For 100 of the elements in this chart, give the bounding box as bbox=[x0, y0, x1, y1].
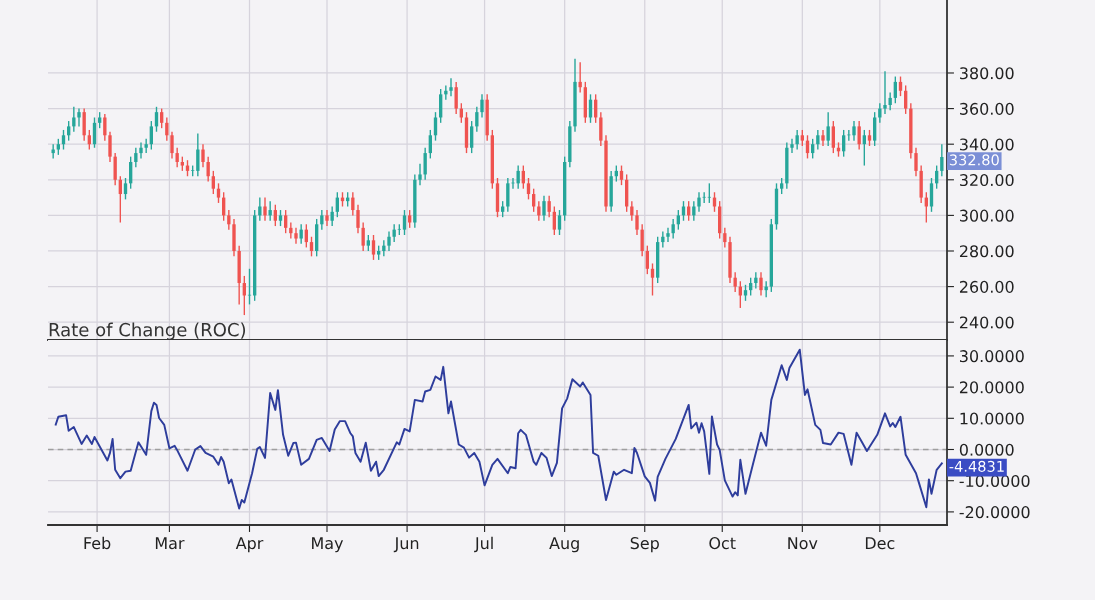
candlestick bbox=[123, 177, 128, 201]
candlestick bbox=[723, 227, 727, 249]
candlestick bbox=[790, 138, 794, 154]
candlestick bbox=[903, 84, 908, 115]
candlestick bbox=[196, 132, 200, 177]
candlestick bbox=[51, 143, 55, 160]
candlestick bbox=[61, 129, 66, 151]
candlestick bbox=[454, 81, 458, 115]
y-tick-label: 10.0000 bbox=[960, 412, 1024, 425]
candlestick bbox=[862, 129, 867, 167]
y-tick-label: 280.00 bbox=[959, 245, 1014, 258]
candlestick bbox=[795, 129, 799, 151]
candlestick bbox=[206, 155, 210, 183]
x-tick-label: May bbox=[312, 537, 344, 553]
candlestick bbox=[914, 147, 918, 177]
candlestick bbox=[702, 191, 706, 204]
x-tick-label: Oct bbox=[709, 537, 736, 550]
candlestick bbox=[810, 138, 815, 160]
candlestick bbox=[325, 209, 329, 227]
y-tick-label: 300.00 bbox=[960, 209, 1014, 222]
candlestick bbox=[108, 131, 112, 163]
candlestick bbox=[113, 152, 117, 186]
candlestick bbox=[139, 141, 143, 160]
candlestick bbox=[526, 177, 531, 201]
candlestick bbox=[82, 107, 86, 142]
candlestick bbox=[418, 163, 422, 186]
candlestick bbox=[165, 116, 169, 142]
candlestick bbox=[356, 204, 360, 234]
x-tick-label: Dec bbox=[865, 537, 895, 550]
candlestick bbox=[681, 200, 686, 222]
annotation: 332.80 bbox=[949, 154, 999, 166]
candlestick bbox=[87, 129, 92, 151]
y-tick-label: 0.0000 bbox=[959, 443, 1014, 456]
candlestick bbox=[72, 106, 76, 133]
candlestick bbox=[227, 209, 231, 231]
candlestick bbox=[175, 147, 179, 169]
candlestick bbox=[878, 102, 882, 124]
candlestick bbox=[299, 223, 303, 245]
candlestick bbox=[666, 227, 670, 243]
candlestick bbox=[309, 236, 314, 258]
candlestick bbox=[428, 129, 433, 160]
y-tick-label: 20.0000 bbox=[959, 381, 1024, 394]
candlestick bbox=[475, 106, 479, 133]
candlestick bbox=[671, 218, 675, 240]
annotation: -4.4831 bbox=[949, 460, 1004, 472]
candlestick bbox=[635, 209, 639, 236]
y-tick-label: 320.00 bbox=[960, 174, 1014, 187]
y-tick-label: 340.00 bbox=[960, 138, 1014, 151]
candlestick bbox=[444, 84, 448, 101]
candlestick bbox=[449, 77, 453, 97]
candlestick bbox=[330, 205, 334, 227]
candlestick bbox=[469, 120, 474, 154]
candlestick bbox=[371, 234, 376, 261]
candlestick bbox=[216, 182, 221, 204]
candlestick bbox=[103, 113, 107, 142]
y-tick-label: 260.00 bbox=[959, 280, 1014, 293]
candlestick bbox=[619, 164, 624, 186]
candlestick bbox=[857, 120, 861, 151]
candlestick bbox=[423, 147, 427, 181]
candlestick bbox=[516, 164, 520, 190]
candlestick bbox=[697, 191, 701, 213]
candlestick bbox=[506, 177, 510, 213]
candlestick bbox=[816, 129, 820, 151]
candlestick bbox=[821, 129, 825, 147]
x-tick-label: Apr bbox=[235, 537, 264, 553]
candlestick bbox=[831, 120, 836, 154]
candlestick bbox=[144, 138, 148, 154]
candlestick bbox=[940, 143, 944, 177]
y-tick-label: 380.00 bbox=[960, 67, 1014, 80]
candlestick bbox=[402, 209, 407, 236]
candlestick bbox=[537, 200, 541, 222]
candlestick bbox=[578, 61, 582, 94]
candlestick bbox=[898, 75, 903, 97]
candlestick bbox=[273, 204, 278, 227]
candlestick bbox=[764, 280, 768, 298]
candlestick bbox=[754, 271, 758, 290]
candlestick bbox=[733, 271, 737, 293]
x-tick-label: Feb bbox=[84, 536, 111, 550]
candlestick bbox=[201, 143, 205, 169]
candlestick bbox=[707, 182, 712, 204]
candlestick bbox=[599, 111, 603, 147]
candlestick bbox=[650, 262, 655, 297]
y-tick-label: 30.0000 bbox=[960, 350, 1024, 363]
candlestick bbox=[547, 195, 551, 218]
candlestick bbox=[159, 107, 164, 129]
candlestick bbox=[387, 230, 391, 252]
candlestick bbox=[134, 147, 138, 169]
candlestick bbox=[320, 209, 324, 231]
candlestick bbox=[211, 170, 216, 195]
candlestick bbox=[283, 209, 288, 234]
candlestick bbox=[294, 227, 298, 245]
candlestick bbox=[433, 111, 438, 142]
candlestick bbox=[268, 200, 272, 222]
candlestick bbox=[630, 200, 634, 222]
y-tick-label: -20.0000 bbox=[959, 506, 1030, 519]
candlestick bbox=[77, 107, 81, 128]
candlestick bbox=[542, 195, 546, 222]
candlestick bbox=[552, 205, 557, 236]
candlestick bbox=[149, 120, 154, 151]
candlestick bbox=[170, 131, 174, 160]
